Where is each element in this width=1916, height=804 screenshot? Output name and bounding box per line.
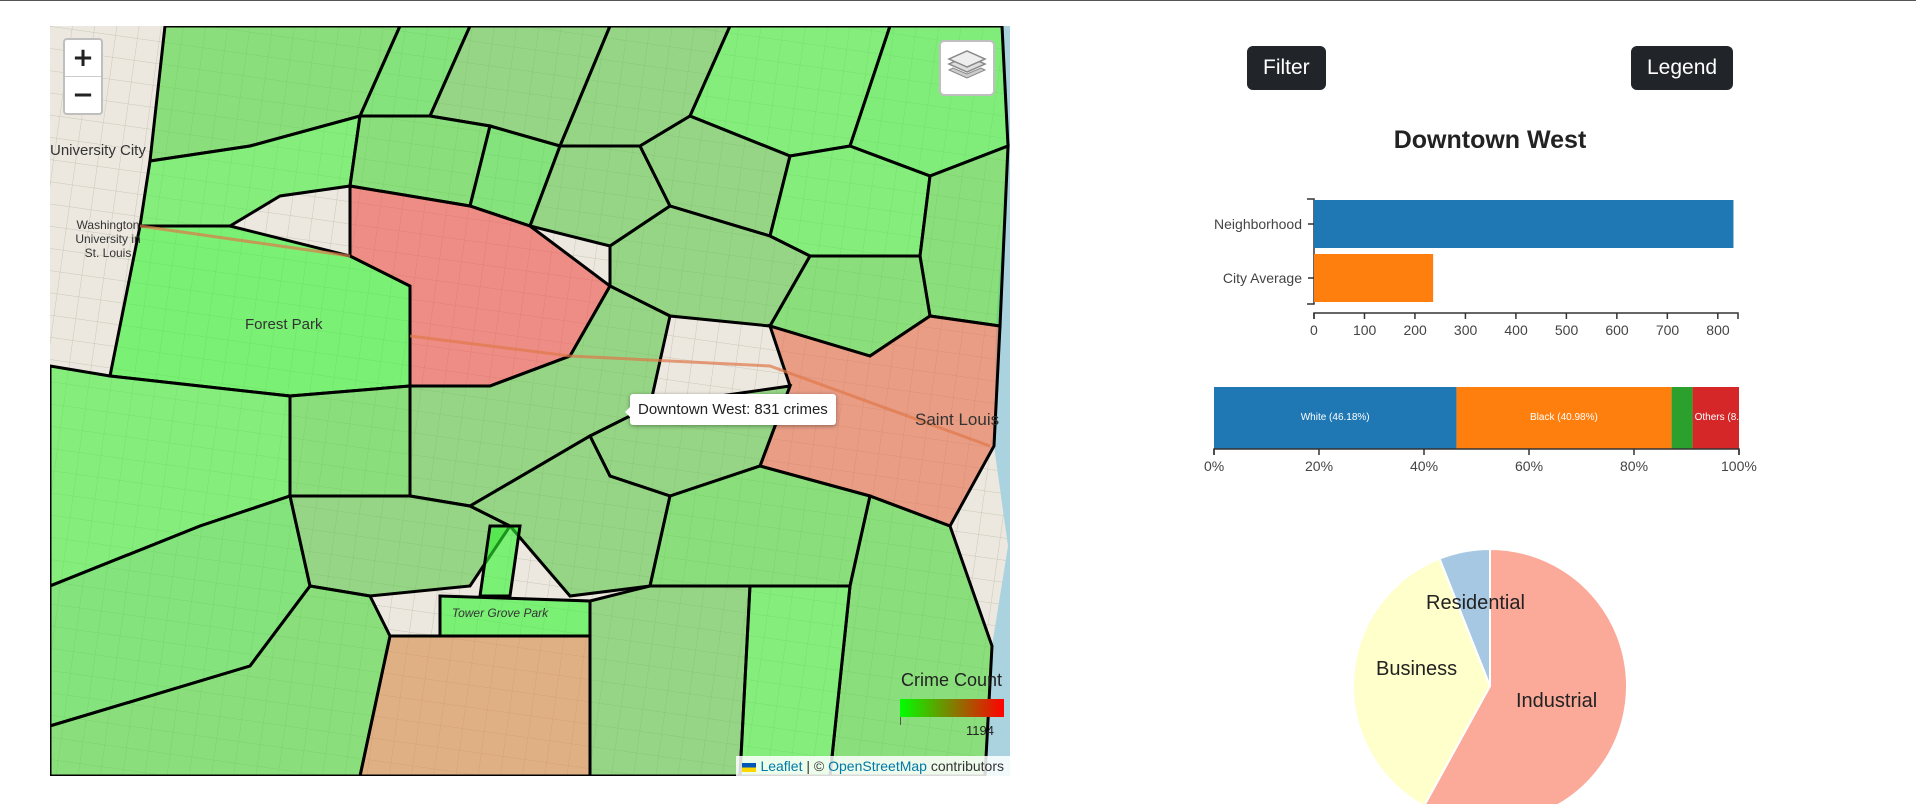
segment-label: White (46.18%) <box>1300 412 1370 423</box>
attribution-separator: | © <box>802 758 829 774</box>
place-label-washington-university: Washington University in St. Louis <box>75 218 141 260</box>
x-tick-label: 300 <box>1453 322 1478 338</box>
place-label-tower-grove-park: Tower Grove Park <box>451 606 549 620</box>
segment-label: Black (40.98%) <box>1530 412 1598 423</box>
layers-control-button[interactable] <box>939 40 995 96</box>
place-label-saint-louis: Saint Louis <box>915 410 1000 429</box>
place-label-university-city: University City <box>50 142 146 159</box>
x-tick-label: 200 <box>1403 322 1427 338</box>
neighborhood-area <box>478 524 522 598</box>
segment-label: Others (8.84 <box>1694 412 1739 423</box>
map-tiles <box>50 26 1010 776</box>
x-tick-label: 100 <box>1352 322 1377 338</box>
ukraine-flag-icon <box>742 762 757 772</box>
pie-label-business: Business <box>1376 658 1458 680</box>
percent-tick-label: 0% <box>1204 458 1225 474</box>
neighborhood-title: Downtown West <box>1393 126 1587 154</box>
openstreetmap-link[interactable]: OpenStreetMap <box>828 758 927 774</box>
attribution-contributors: contributors <box>926 758 1004 774</box>
x-axis-percent <box>1213 448 1740 455</box>
legend-axis: 1194 <box>890 717 1002 739</box>
legend-tick <box>900 717 901 725</box>
percent-tick-label: 20% <box>1305 458 1334 474</box>
crime-map[interactable]: University City Washington University in… <box>50 26 1010 776</box>
place-label-forest-park: Forest Park <box>245 316 323 333</box>
percent-tick-label: 80% <box>1620 458 1649 474</box>
y-axis <box>1307 198 1315 305</box>
pie-label-residential: Residential <box>1426 592 1525 614</box>
crime-count-legend: Crime Count 1194 <box>890 670 1004 739</box>
stacked-segment <box>1671 387 1693 449</box>
top-border <box>0 0 1916 1</box>
x-tick-label: 0 <box>1310 322 1318 338</box>
legend-color-ramp <box>900 699 1004 717</box>
x-tick-label: 500 <box>1554 322 1579 338</box>
neighborhood-area <box>50 584 392 776</box>
legend-max-value: 1194 <box>966 723 994 738</box>
neighborhood-area <box>738 584 852 776</box>
neighborhood-area <box>588 584 752 776</box>
percent-tick-label: 60% <box>1515 458 1544 474</box>
percent-tick-label: 40% <box>1410 458 1439 474</box>
pie-label-industrial: Industrial <box>1516 690 1598 712</box>
neighborhood-area-orange <box>358 634 592 776</box>
neighborhood-area <box>288 384 412 498</box>
zoom-control: + − <box>63 38 103 115</box>
legend-title: Crime Count <box>900 670 1002 690</box>
x-tick-label: 700 <box>1655 322 1680 338</box>
bar-city-average <box>1314 254 1434 302</box>
category-label: Neighborhood <box>1214 216 1302 232</box>
category-label: City Average <box>1222 270 1302 286</box>
filter-button[interactable]: Filter <box>1247 46 1326 90</box>
zoom-in-button[interactable]: + <box>72 43 94 73</box>
leaflet-link[interactable]: Leaflet <box>760 758 803 774</box>
x-tick-label: 400 <box>1504 322 1528 338</box>
x-tick-label: 800 <box>1706 322 1730 338</box>
legend-button[interactable]: Legend <box>1631 46 1734 90</box>
map-attribution: Leaflet | © OpenStreetMap contributors <box>736 756 1010 776</box>
zoom-out-button[interactable]: − <box>65 76 101 113</box>
percent-tick-label: 100% <box>1721 458 1757 474</box>
layers-icon <box>947 50 987 79</box>
bar-neighborhood <box>1314 200 1734 248</box>
neighborhood-tooltip: Downtown West: 831 crimes <box>625 394 836 425</box>
x-tick-label: 600 <box>1605 322 1629 338</box>
x-axis <box>1313 312 1739 319</box>
